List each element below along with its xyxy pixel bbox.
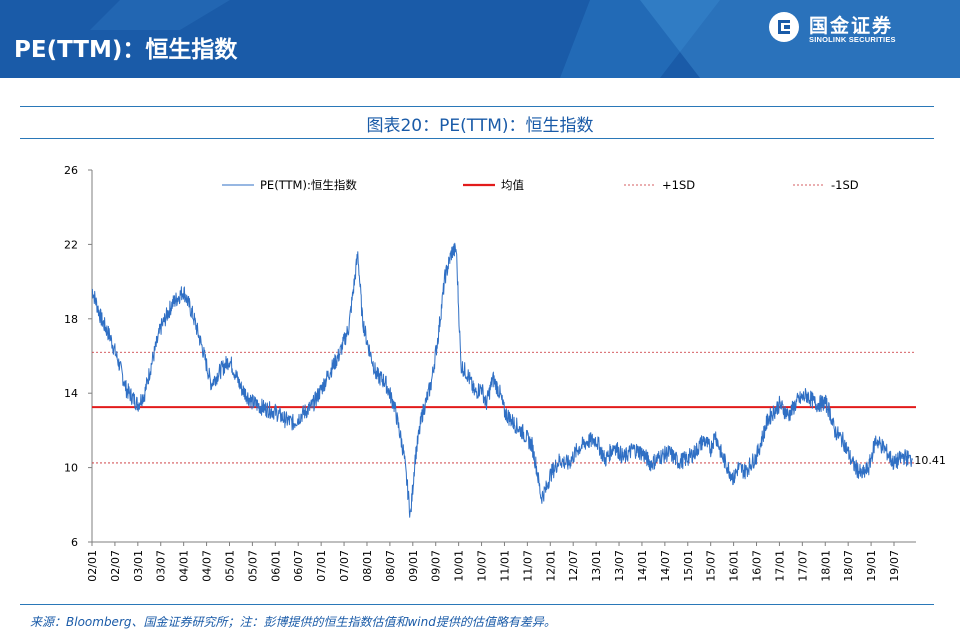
x-tick-label: 13/01 (590, 550, 603, 582)
y-tick-label: 22 (64, 238, 78, 251)
x-tick-label: 06/01 (269, 550, 282, 582)
x-tick-label: 08/01 (361, 550, 374, 582)
title-rule-bottom (20, 138, 934, 139)
x-tick-label: 03/07 (155, 550, 168, 582)
logo-mark-icon (769, 12, 799, 42)
x-tick-label: 17/01 (773, 550, 786, 582)
brand-logo: 国金证券 SINOLINK SECURITIES (767, 10, 957, 50)
x-tick-label: 08/07 (384, 550, 397, 582)
y-tick-label: 18 (64, 313, 78, 326)
y-tick-label: 26 (64, 164, 78, 177)
logo-name-en: SINOLINK SECURITIES (809, 35, 896, 44)
last-value-label: 10.41 (914, 454, 946, 467)
logo-name-cn: 国金证券 (809, 15, 894, 37)
x-tick-label: 14/01 (636, 550, 649, 582)
x-tick-label: 17/07 (796, 550, 809, 582)
y-tick-label: 10 (64, 462, 78, 475)
x-tick-label: 13/07 (613, 550, 626, 582)
legend-plus-1sd-label: +1SD (662, 178, 695, 192)
x-tick-label: 11/07 (521, 550, 534, 582)
header-decoration (90, 0, 960, 78)
x-tick-label: 05/07 (246, 550, 259, 582)
x-tick-label: 12/07 (567, 550, 580, 582)
page-title: PE(TTM)：恒生指数 (14, 37, 238, 63)
x-tick-label: 16/01 (728, 550, 741, 582)
x-tick-label: 15/01 (682, 550, 695, 582)
source-note: 来源：Bloomberg、国金证券研究所；注：彭博提供的恒生指数估值和wind提… (30, 615, 556, 629)
pe-ttm-series-line (91, 242, 913, 518)
x-tick-label: 07/01 (315, 550, 328, 582)
title-rule-top (20, 106, 934, 107)
header-bar: PE(TTM)：恒生指数 国金证券 SINOLINK SECURITIES (0, 0, 960, 78)
x-tick-label: 18/01 (819, 550, 832, 582)
legend-mean-label: 均值 (501, 178, 524, 192)
y-tick-label: 14 (64, 387, 78, 400)
x-tick-label: 19/01 (865, 550, 878, 582)
x-tick-label: 19/07 (888, 550, 901, 582)
x-tick-label: 04/07 (201, 550, 214, 582)
x-tick-label: 09/01 (407, 550, 420, 582)
x-tick-label: 05/01 (223, 550, 236, 582)
x-tick-label: 18/07 (842, 550, 855, 582)
x-tick-label: 10/07 (476, 550, 489, 582)
x-tick-label: 04/01 (178, 550, 191, 582)
x-tick-label: 09/07 (430, 550, 443, 582)
x-tick-label: 15/07 (705, 550, 718, 582)
x-tick-label: 16/07 (751, 550, 764, 582)
x-tick-label: 02/07 (109, 550, 122, 582)
x-tick-label: 02/01 (86, 550, 99, 582)
x-tick-label: 06/07 (292, 550, 305, 582)
x-tick-label: 03/01 (132, 550, 145, 582)
legend-minus-1sd-label: -1SD (831, 178, 859, 192)
figure-title: 图表20：PE(TTM)：恒生指数 (366, 116, 594, 136)
y-tick-label: 6 (71, 536, 78, 549)
x-tick-label: 10/01 (453, 550, 466, 582)
x-tick-label: 11/01 (498, 550, 511, 582)
x-tick-label: 12/01 (544, 550, 557, 582)
x-tick-label: 14/07 (659, 550, 672, 582)
footer-rule (20, 604, 934, 605)
legend-series-label: PE(TTM):恒生指数 (260, 178, 357, 192)
x-tick-label: 07/07 (338, 550, 351, 582)
